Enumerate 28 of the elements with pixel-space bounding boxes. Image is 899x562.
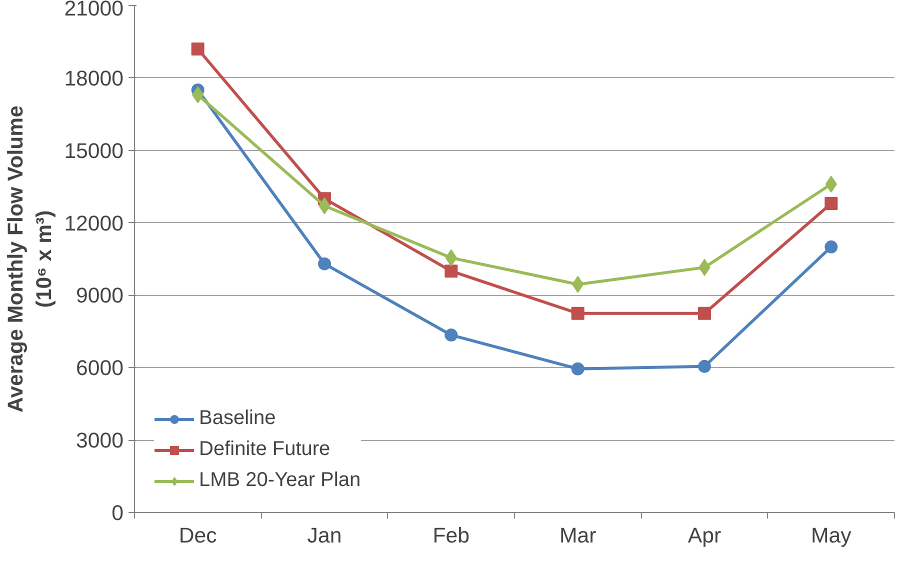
- y-tick-label: 12000: [64, 211, 124, 236]
- point: [571, 306, 584, 320]
- y-tick-label: 9000: [76, 284, 124, 308]
- point: [698, 306, 711, 320]
- point: [444, 264, 458, 278]
- legend-label: Definite Future: [199, 438, 330, 461]
- x-tick-label: Apr: [688, 524, 722, 548]
- y-tick-label: 21000: [64, 0, 124, 20]
- x-tick-label: Jan: [307, 524, 342, 548]
- x-tick-label: May: [811, 524, 852, 548]
- y-tick-label: 6000: [76, 356, 124, 380]
- x-tick-label: Mar: [559, 524, 596, 548]
- point: [318, 257, 331, 270]
- y-tick-label: 18000: [64, 66, 124, 90]
- x-tick-label: Feb: [432, 524, 470, 548]
- point: [824, 196, 838, 210]
- point: [698, 360, 711, 373]
- legend-label: LMB 20-Year Plan: [199, 469, 361, 492]
- y-tick-label: 0: [112, 501, 124, 525]
- y-tick-label: 3000: [76, 428, 124, 453]
- point: [824, 240, 838, 254]
- point: [191, 42, 204, 56]
- point: [444, 328, 458, 342]
- y-tick-label: 15000: [64, 138, 124, 163]
- legend-label: Baseline: [199, 407, 276, 430]
- x-tick-label: Dec: [178, 524, 218, 548]
- y-axis-title: Average Monthly Flow Volume (10⁶ x m³): [3, 105, 56, 412]
- point: [571, 362, 584, 376]
